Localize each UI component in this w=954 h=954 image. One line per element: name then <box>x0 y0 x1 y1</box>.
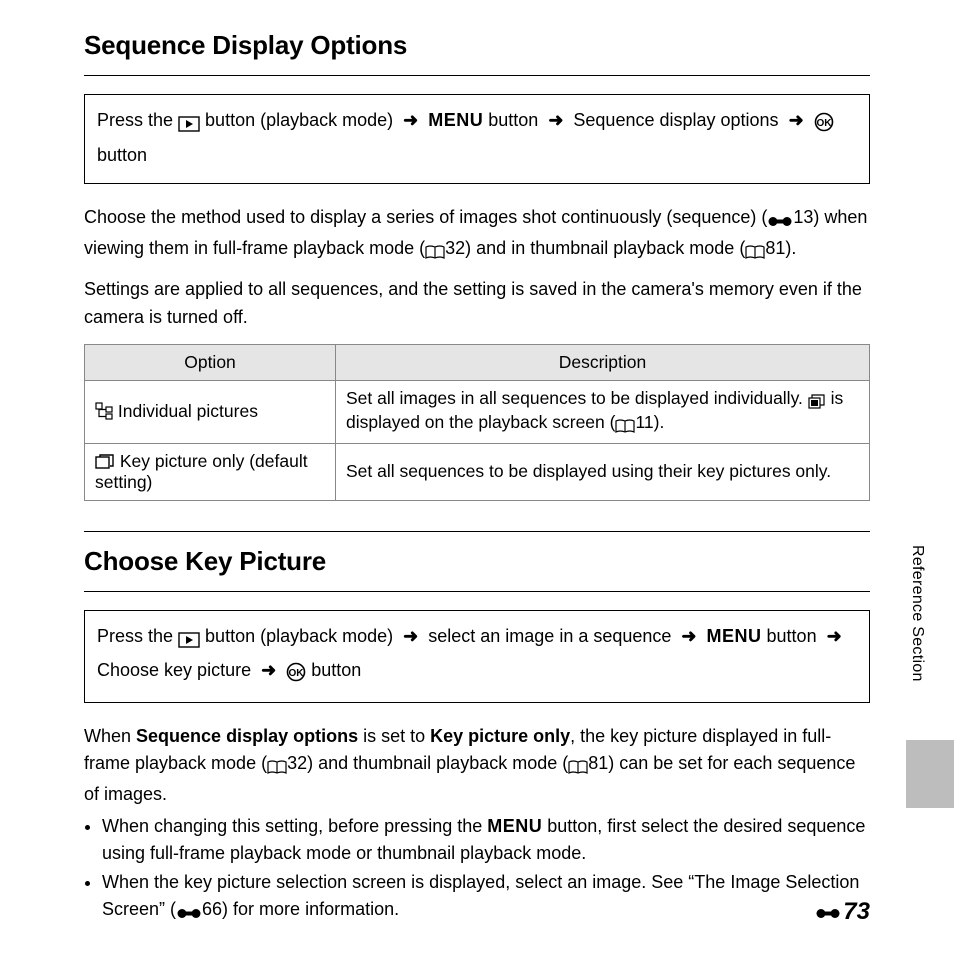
description-cell: Set all images in all sequences to be di… <box>336 380 870 443</box>
section2-navigation-box: Press the button (playback mode) ➜ selec… <box>84 610 870 703</box>
options-table: Option Description Individual picturesSe… <box>84 344 870 501</box>
book-icon <box>745 238 765 266</box>
list-item: When changing this setting, before press… <box>102 813 870 867</box>
book-icon <box>267 753 287 781</box>
arrow-icon: ➜ <box>681 621 696 653</box>
svg-text:OK: OK <box>816 118 832 129</box>
option-cell: Individual pictures <box>85 380 336 443</box>
svg-text:OK: OK <box>289 668 305 679</box>
play-icon <box>178 108 200 140</box>
list-item: When the key picture selection screen is… <box>102 869 870 926</box>
arrow-icon: ➜ <box>789 105 804 137</box>
ok-icon: OK <box>286 658 306 690</box>
divider <box>84 75 870 76</box>
section2-paragraph: When Sequence display options is set to … <box>84 723 870 810</box>
table-row: Key picture only (default setting)Set al… <box>85 443 870 500</box>
section1-navigation-box: Press the button (playback mode) ➜ MENU … <box>84 94 870 184</box>
play-icon <box>178 624 200 656</box>
menu-button-label: MENU <box>487 816 542 836</box>
description-cell: Set all sequences to be displayed using … <box>336 443 870 500</box>
section1-heading: Sequence Display Options <box>84 30 870 61</box>
book-icon <box>615 415 635 436</box>
arrow-icon: ➜ <box>403 105 418 137</box>
book-icon <box>568 753 588 781</box>
section1-paragraph1: Choose the method used to display a seri… <box>84 204 870 266</box>
table-header-description: Description <box>336 344 870 380</box>
book-icon <box>425 238 445 266</box>
arrow-icon: ➜ <box>827 621 842 653</box>
ref-icon <box>176 899 202 926</box>
menu-button-label: MENU <box>428 110 483 130</box>
option-cell: Key picture only (default setting) <box>85 443 336 500</box>
page-number: 73 <box>815 898 870 926</box>
arrow-icon: ➜ <box>403 621 418 653</box>
ref-icon <box>767 207 793 235</box>
table-header-option: Option <box>85 344 336 380</box>
ok-icon: OK <box>814 108 834 140</box>
arrow-icon: ➜ <box>548 105 563 137</box>
divider <box>84 531 870 532</box>
section2-heading: Choose Key Picture <box>84 546 870 577</box>
section1-paragraph2: Settings are applied to all sequences, a… <box>84 276 870 332</box>
section2-bullets: When changing this setting, before press… <box>84 813 870 926</box>
divider <box>84 591 870 592</box>
side-tab <box>906 740 954 808</box>
side-section-label: Reference Section <box>908 545 926 682</box>
menu-button-label: MENU <box>707 626 762 646</box>
stack-icon <box>808 391 826 412</box>
table-row: Individual picturesSet all images in all… <box>85 380 870 443</box>
arrow-icon: ➜ <box>261 655 276 687</box>
